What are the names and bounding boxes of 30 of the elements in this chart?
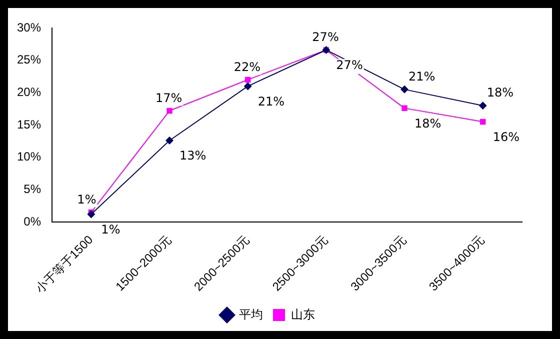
data-label: 1% (77, 192, 96, 206)
data-label: 21% (408, 70, 436, 84)
data-label: 18% (486, 86, 514, 100)
y-tick-label: 30% (16, 20, 42, 34)
y-tick-label: 25% (16, 52, 42, 67)
data-label: 17% (156, 90, 182, 105)
data-label: 22% (234, 60, 261, 74)
data-label: 18% (414, 116, 442, 130)
data-label: 27% (312, 30, 339, 44)
y-tick-label: 5% (24, 182, 42, 196)
data-label: 1% (101, 222, 120, 236)
point (166, 108, 172, 114)
point (244, 82, 252, 90)
data-label: 16% (492, 130, 520, 144)
point (480, 118, 486, 125)
point (402, 105, 408, 112)
point (478, 102, 487, 110)
data-label: 27% (336, 58, 363, 72)
y-tick-label: 20% (16, 84, 42, 99)
data-label: 21% (258, 94, 285, 108)
data-label: 13% (180, 148, 206, 163)
point (400, 85, 409, 94)
y-tick-label: 10% (16, 150, 42, 164)
y-tick-label: 15% (16, 117, 42, 132)
point (166, 136, 174, 145)
point (87, 210, 96, 218)
point (245, 76, 251, 83)
legend-label: 平均 (239, 307, 263, 322)
y-tick-label: 0% (24, 214, 42, 228)
legend-label: 山东 (291, 307, 315, 322)
